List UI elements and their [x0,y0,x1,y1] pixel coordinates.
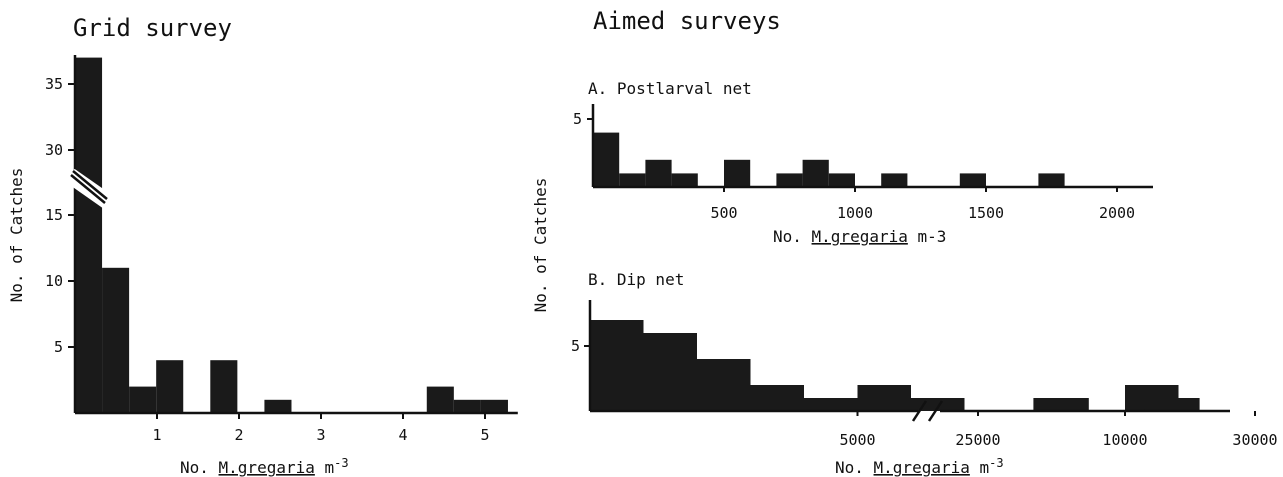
x-tick-label: 1 [152,426,161,444]
bar [643,333,697,411]
bar [804,398,858,411]
grid-ylabel: No. of Catches [7,168,26,303]
y-tick-label: 5 [571,337,580,355]
axis-break-mark [72,170,108,200]
bar [1144,398,1200,411]
axis-break-mark [70,174,106,204]
bar [750,385,804,411]
x-tick-label: 2 [234,426,243,444]
bar [881,173,908,187]
x-tick-label: 2000 [1099,204,1135,222]
bar [828,173,855,187]
bar [671,173,698,187]
x-tick-label: 1000 [837,204,873,222]
x-tick-label: 3 [316,426,325,444]
bar [426,386,454,413]
grid-survey-title: Grid survey [73,14,232,42]
axis-break-mark [911,400,928,422]
axis-break-mark [927,400,944,422]
bar [156,360,184,413]
y-tick-label: 30 [45,141,63,159]
x-tick-label: 1500 [968,204,1004,222]
x-tick-label: 4 [398,426,407,444]
panel-a-title: A. Postlarval net [588,79,752,98]
bar [857,385,911,411]
y-tick-label: 15 [45,206,63,224]
x-tick-label: 500 [710,204,737,222]
panel-a-xlabel: No. M.gregaria m-3 [773,227,946,246]
bar [480,399,508,413]
bar [619,173,646,187]
bar [75,57,103,413]
bar [776,173,803,187]
grid-xlabel: No. M.gregaria m-3 [180,456,349,477]
x-tick-label: 5000 [839,431,875,449]
bar [645,159,672,187]
bar [959,173,986,187]
bar [1033,398,1089,411]
y-tick-label: 10 [45,272,63,290]
y-tick-label: 35 [45,75,63,93]
bar [453,399,481,413]
bar [590,320,644,411]
panel-b-title: B. Dip net [588,270,684,289]
panel-b-xlabel: No. M.gregaria m-3 [835,456,1004,477]
aimed-ylabel: No. of Catches [531,178,550,313]
x-tick-label: 5 [480,426,489,444]
bar [210,360,238,413]
aimed-surveys-title: Aimed surveys [593,7,781,35]
bar [1038,173,1065,187]
y-tick-label: 5 [54,338,63,356]
bar [129,386,157,413]
bar [264,399,292,413]
x-tick-label: 25000 [955,431,1000,449]
bar [697,359,751,411]
y-tick-label: 5 [573,110,582,128]
postlarval-net-chart: 500 1000 1500 2000 5 [573,104,1153,222]
bar [102,267,130,413]
bar [802,159,829,187]
bar [724,159,751,187]
x-tick-label: 30000 [1232,431,1277,449]
x-tick-label: 10000 [1102,431,1147,449]
dip-net-chart: 5000100002500030000350005 [571,300,1278,449]
bar [593,132,620,187]
grid-survey-chart: 1 2 3 4 5 5 10 15 30 35 [45,55,518,444]
